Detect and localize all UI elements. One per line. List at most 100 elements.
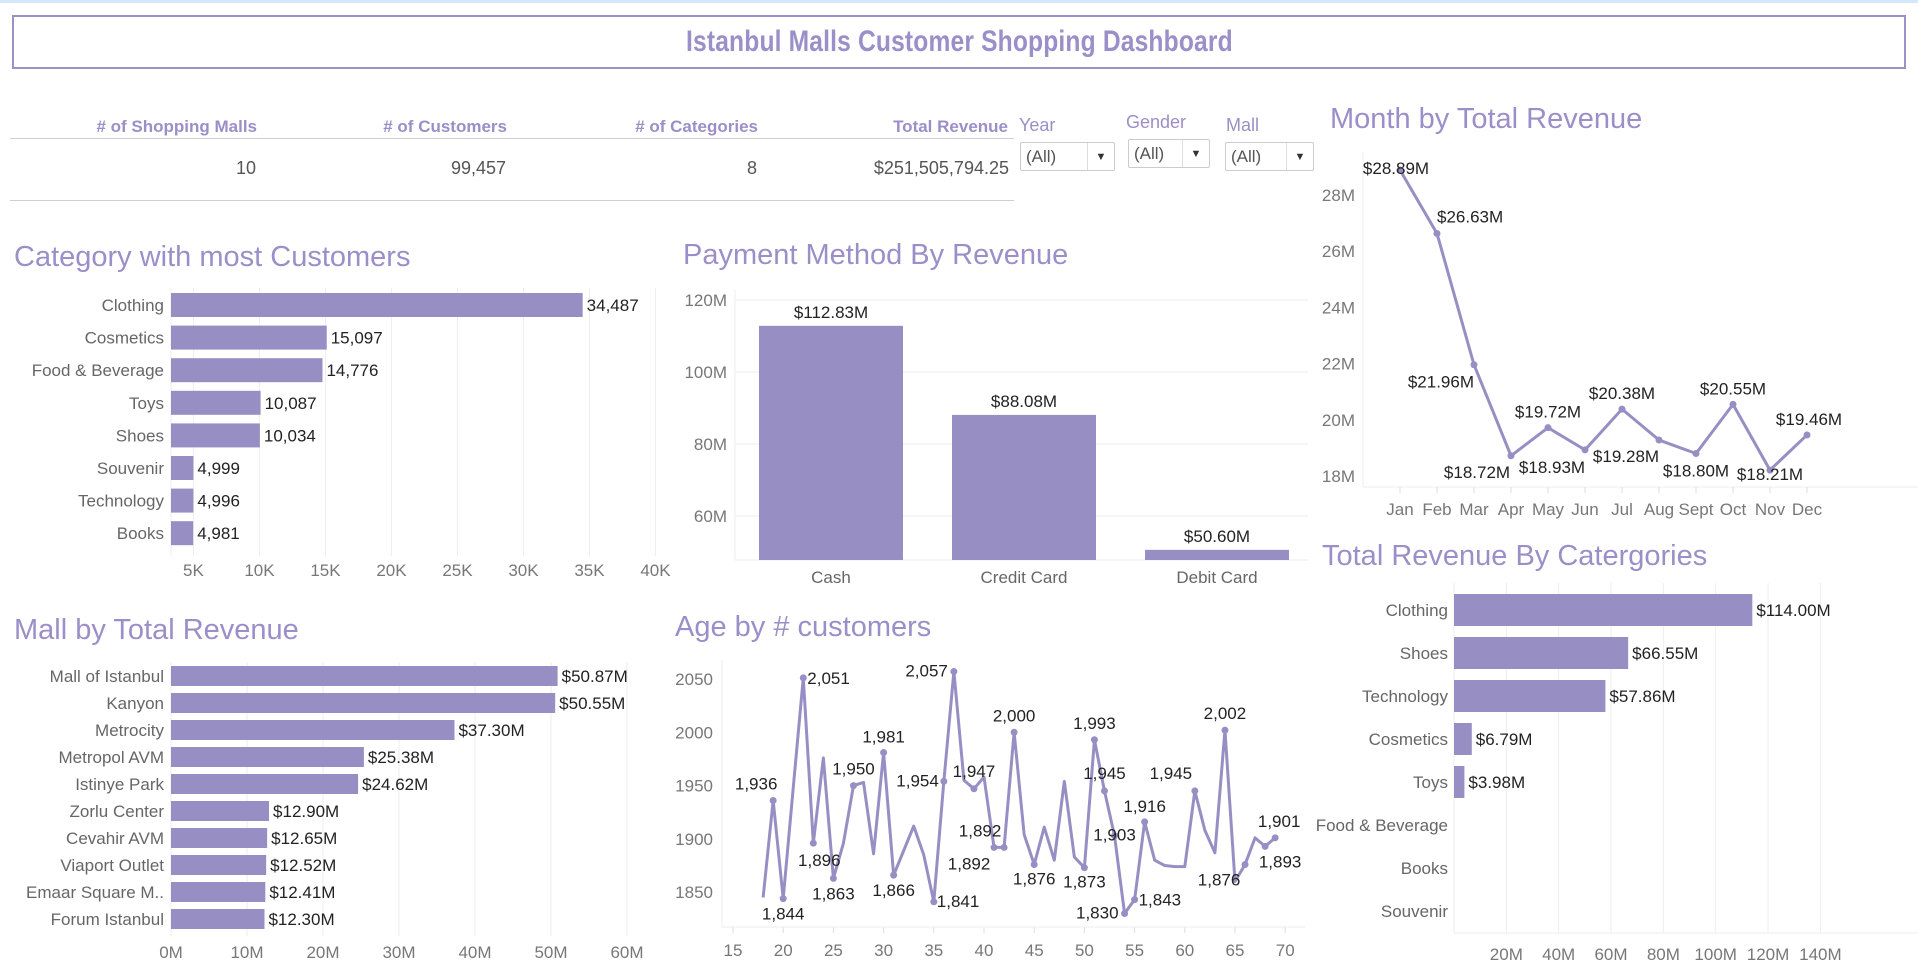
value-label: 1,866 <box>872 881 915 900</box>
x-tick-label: Feb <box>1422 500 1451 519</box>
bar <box>171 747 364 767</box>
bar <box>171 358 323 383</box>
caret-down-icon[interactable]: ▼ <box>1087 143 1114 170</box>
kpi-label-revenue: Total Revenue <box>893 117 1008 136</box>
data-point <box>829 874 837 882</box>
data-point <box>1396 166 1404 174</box>
bar <box>171 390 261 415</box>
bar <box>1454 723 1472 755</box>
category-label: Technology <box>78 492 165 511</box>
x-tick-label: 120M <box>1747 945 1790 964</box>
category-label: Souvenir <box>1381 902 1448 921</box>
x-tick-label: May <box>1532 500 1565 519</box>
x-tick-label: 60M <box>610 943 643 962</box>
data-point <box>1271 834 1279 842</box>
category-label: Metropol AVM <box>58 748 164 767</box>
value-label: 10,034 <box>264 426 316 445</box>
bar <box>171 909 265 929</box>
caret-down-icon[interactable]: ▼ <box>1182 140 1209 167</box>
mall-filter-label: Mall <box>1226 115 1260 135</box>
caret-down-icon[interactable]: ▼ <box>1286 143 1313 170</box>
value-label: 1,893 <box>1259 852 1302 871</box>
data-point <box>1121 910 1129 918</box>
payment-method-title: Payment Method By Revenue <box>683 239 1069 271</box>
category-revenue-title: Total Revenue By Catergories <box>1322 540 1708 572</box>
category-label: Emaar Square M.. <box>26 883 164 902</box>
x-tick-label: 25K <box>442 561 473 580</box>
data-point <box>769 797 777 805</box>
data-point <box>1221 726 1229 734</box>
dashboard-title-box: Istanbul Malls Customer Shopping Dashboa… <box>12 15 1906 69</box>
x-tick-label: 140M <box>1799 945 1842 964</box>
value-label: 1,876 <box>1198 870 1241 889</box>
value-label: 4,981 <box>197 524 240 543</box>
data-point <box>1010 728 1018 736</box>
data-point <box>880 749 888 757</box>
bar <box>171 828 268 848</box>
data-point <box>1000 843 1008 851</box>
category-label: Metrocity <box>95 721 164 740</box>
x-tick-label: 40 <box>975 941 994 960</box>
value-label: $50.87M <box>562 667 628 686</box>
data-point <box>1655 436 1663 444</box>
data-point <box>930 898 938 906</box>
x-tick-label: Nov <box>1755 500 1786 519</box>
customers-line <box>761 670 1277 916</box>
value-label: $21.96M <box>1408 373 1474 392</box>
value-label: 2,057 <box>905 662 948 681</box>
bar <box>171 325 327 350</box>
value-label: $18.21M <box>1737 465 1803 484</box>
bar <box>1454 766 1465 798</box>
value-label: 1,876 <box>1013 869 1056 888</box>
x-tick-label: 20 <box>774 941 793 960</box>
bar <box>171 693 556 713</box>
x-tick-label: 40K <box>640 561 671 580</box>
value-label: 1,892 <box>959 821 1002 840</box>
value-label: 2,051 <box>807 669 850 688</box>
kpi-header-divider <box>10 138 1014 139</box>
bar <box>1454 594 1753 626</box>
year-filter-dropdown[interactable]: (All) ▼ <box>1020 142 1115 171</box>
month-revenue-title: Month by Total Revenue <box>1330 103 1643 135</box>
value-label: $19.72M <box>1515 403 1581 422</box>
mall-filter-dropdown[interactable]: (All) ▼ <box>1225 142 1314 171</box>
bar <box>1454 680 1606 712</box>
bar <box>171 855 267 875</box>
data-point <box>809 839 817 847</box>
data-point <box>1803 431 1811 439</box>
y-tick-label: 1950 <box>675 777 713 796</box>
data-point <box>1100 787 1108 795</box>
y-tick-label: 2000 <box>675 723 713 742</box>
value-label: $20.55M <box>1700 379 1766 398</box>
bar <box>171 774 359 794</box>
y-tick-label: 60M <box>694 507 727 526</box>
x-tick-label: 20M <box>306 943 339 962</box>
value-label: $26.63M <box>1437 207 1503 226</box>
bar <box>759 325 903 560</box>
value-label: $19.46M <box>1776 410 1842 429</box>
mall-revenue-title: Mall by Total Revenue <box>14 614 299 646</box>
data-point <box>1581 446 1589 454</box>
data-point <box>1131 896 1139 904</box>
value-label: $18.80M <box>1663 462 1729 481</box>
x-tick-label: 35 <box>924 941 943 960</box>
data-point <box>1080 864 1088 872</box>
x-tick-label: Jun <box>1571 500 1598 519</box>
data-point <box>890 871 898 879</box>
value-label: 1,841 <box>937 892 980 911</box>
value-label: 2,002 <box>1204 704 1247 723</box>
kpi-value-customers: 99,457 <box>450 158 506 178</box>
dashboard-title: Istanbul Malls Customer Shopping Dashboa… <box>685 25 1233 58</box>
data-point <box>1030 860 1038 868</box>
year-filter-label: Year <box>1019 115 1056 135</box>
gender-filter-value: (All) <box>1134 143 1165 163</box>
value-label: 1,945 <box>1150 764 1193 783</box>
value-label: 1,863 <box>812 884 855 903</box>
gender-filter-dropdown[interactable]: (All) ▼ <box>1128 139 1210 168</box>
category-label: Forum Istanbul <box>51 910 164 929</box>
value-label: 1,916 <box>1123 797 1166 816</box>
category-label: Mall of Istanbul <box>50 667 164 686</box>
